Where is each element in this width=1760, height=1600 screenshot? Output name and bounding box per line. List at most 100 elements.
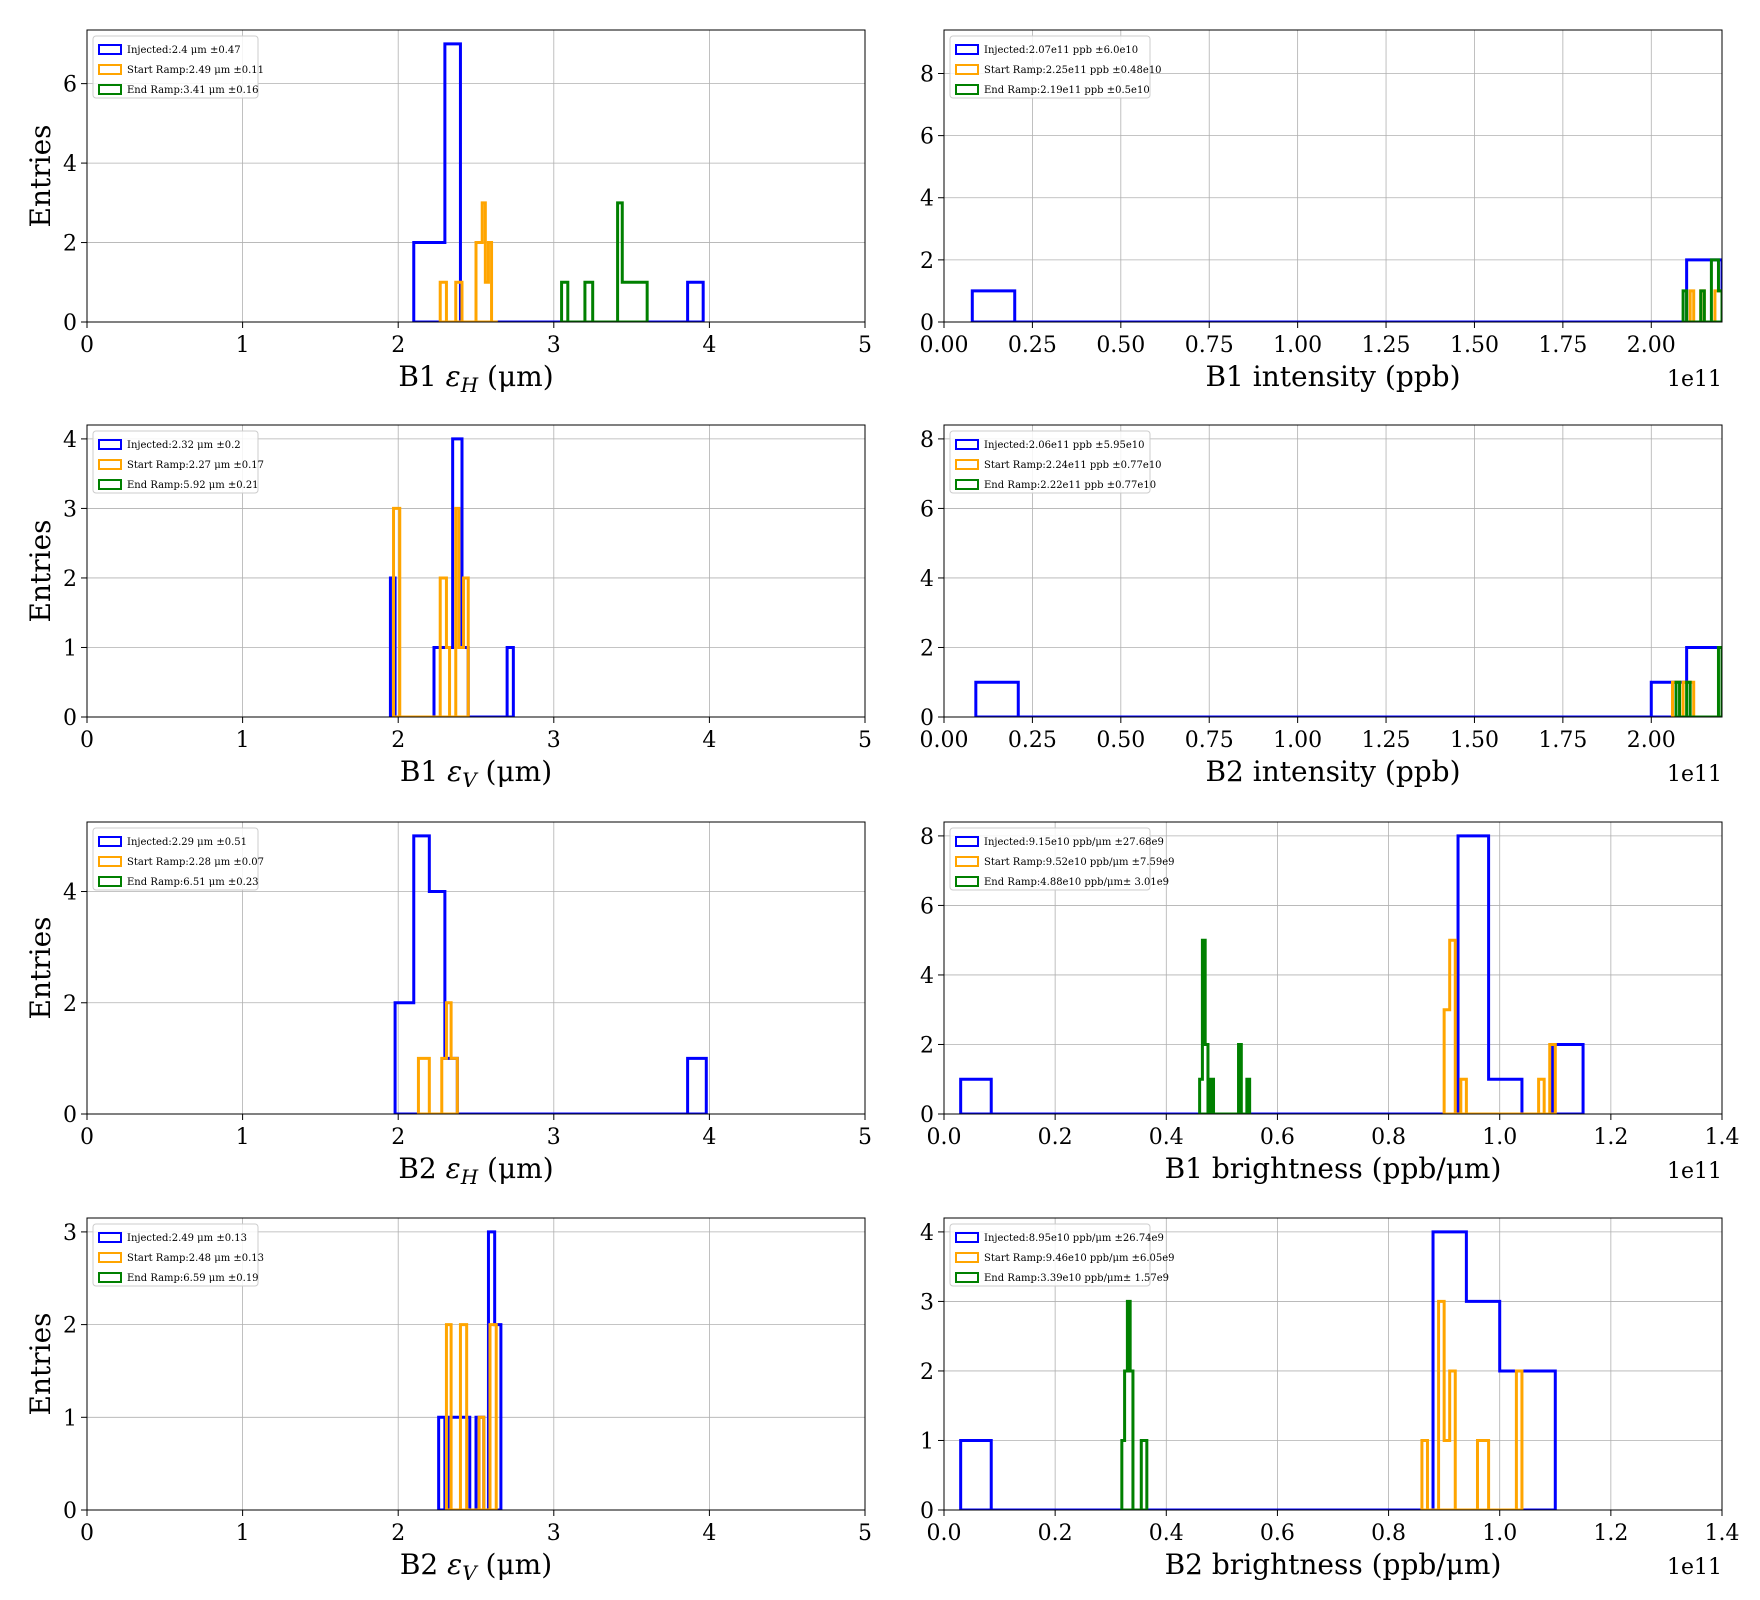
legend-frame [949,1223,1151,1287]
legend-label-start-ramp: Start Ramp:9.52e10 ppb/μm ±7.59e9 [984,857,1175,868]
x-tick-label: 0.75 [1185,333,1234,358]
histogram-step-start-ramp [1420,1299,1524,1510]
histogram-panel: 0.0 0.2 0.4 0.6 0.8 1.0 1.2 1.4 0 1 2 3 4 B2 brightne… [920,1217,1740,1581]
x-tick-label: 4 [702,1125,716,1150]
x-tick-label: 1.2 [1593,1125,1628,1150]
legend-swatch-end-ramp [98,479,122,490]
x-tick-label: 1.00 [1273,728,1322,753]
histogram-step-injected [974,645,1722,717]
y-tick-label: 8 [920,825,934,850]
x-tick-label: 2.00 [1627,728,1676,753]
x-tick-label: 1.50 [1450,333,1499,358]
x-tick-label: 0.2 [1038,1125,1073,1150]
legend-label-end-ramp: End Ramp:6.59 μm ±0.19 [127,1273,259,1284]
y-axis-label: Entries [24,519,57,622]
histogram-step-end-ramp [1120,1299,1149,1510]
histogram-bars [437,1230,503,1510]
x-tick-label: 1 [236,1125,250,1150]
legend-frame [949,430,1151,494]
legend-frame [92,35,259,99]
y-tick-label: 4 [920,187,934,212]
y-tick-label: 6 [920,497,934,522]
legend-swatch-injected [98,439,122,450]
histogram-panel: 0 1 2 3 4 5 0 2 4 6 B1 εH (μm) Entries Injected:2.4 … [24,29,872,397]
legend-label-start-ramp: Start Ramp:2.28 μm ±0.07 [127,857,264,868]
legend: Injected:2.32 μm ±0.2 Start Ramp:2.27 μm … [92,430,264,494]
legend-label-injected: Injected:2.06e11 ppb ±5.95e10 [984,440,1144,451]
y-tick-label: 1 [920,1429,934,1454]
x-tick-label: 0 [80,333,94,358]
legend-frame [92,827,259,891]
x-tick-label: 0.00 [920,728,969,753]
y-tick-label: 0 [63,311,77,336]
legend: Injected:2.29 μm ±0.51 Start Ramp:2.28 μm… [92,827,264,891]
legend-swatch-end-ramp [955,1272,979,1283]
legend-swatch-injected [955,439,979,450]
x-tick-label: 3 [547,728,561,753]
histogram-step-injected [959,834,1585,1114]
legend-swatch-start-ramp [955,64,979,75]
legend-swatch-end-ramp [98,84,122,95]
y-tick-label: 2 [920,1033,934,1058]
legend-frame [949,35,1151,99]
y-tick-label: 0 [63,706,77,731]
legend-label-end-ramp: End Ramp:3.39e10 ppb/μm± 1.57e9 [984,1273,1169,1284]
y-tick-label: 0 [920,1499,934,1524]
histogram-step-injected [959,1230,1557,1510]
axes-frame [86,29,866,323]
x-axis-label: B1 εH (μm) [398,360,553,397]
x-offset-text: 1e11 [1667,367,1722,392]
legend-label-injected: Injected:2.29 μm ±0.51 [127,837,247,848]
y-tick-label: 3 [63,497,77,522]
histogram-step-injected [388,437,515,717]
legend-label-injected: Injected:9.15e10 ppb/μm ±27.68e9 [984,837,1164,848]
histogram-bars [388,437,515,717]
x-tick-label: 1.00 [1273,333,1322,358]
y-tick-label: 6 [920,125,934,150]
y-tick-label: 1 [63,636,77,661]
legend-label-injected: Injected:2.07e11 ppb ±6.0e10 [984,45,1138,56]
legend-label-start-ramp: Start Ramp:9.46e10 ppb/μm ±6.05e9 [984,1253,1175,1264]
legend-label-injected: Injected:2.4 μm ±0.47 [127,45,241,56]
legend-swatch-start-ramp [98,856,122,867]
legend-label-end-ramp: End Ramp:5.92 μm ±0.21 [127,480,259,491]
histogram-bars [974,645,1722,717]
legend-swatch-end-ramp [955,876,979,887]
legend-label-end-ramp: End Ramp:2.22e11 ppb ±0.77e10 [984,480,1156,491]
legend-frame [949,827,1151,891]
y-axis-label: Entries [24,124,57,227]
x-tick-label: 1.0 [1482,1125,1517,1150]
legend-swatch-end-ramp [955,479,979,490]
histogram-bars [959,834,1585,1114]
x-tick-label: 4 [702,333,716,358]
x-tick-label: 5 [858,1521,872,1546]
histogram-step-start-ramp [392,506,470,717]
x-tick-label: 2.00 [1627,333,1676,358]
x-tick-label: 3 [547,1125,561,1150]
x-tick-label: 3 [547,1521,561,1546]
x-tick-label: 0.25 [1008,728,1057,753]
legend: Injected:9.15e10 ppb/μm ±27.68e9 Start Ra… [949,827,1175,891]
legend-label-start-ramp: Start Ramp:2.24e11 ppb ±0.77e10 [984,460,1162,471]
y-tick-label: 0 [920,311,934,336]
histogram-step-injected [437,1230,503,1510]
y-tick-label: 6 [63,73,77,98]
y-tick-label: 0 [63,1499,77,1524]
histogram-step-injected [970,258,1722,322]
legend: Injected:2.07e11 ppb ±6.0e10 Start Ramp:2… [949,35,1162,99]
x-tick-label: 1 [236,333,250,358]
y-tick-label: 3 [920,1290,934,1315]
histogram-step-start-ramp [1442,938,1557,1114]
x-tick-label: 2 [391,1125,405,1150]
y-tick-label: 2 [920,1360,934,1385]
y-tick-label: 4 [63,152,77,177]
x-tick-label: 0.4 [1149,1125,1184,1150]
legend-swatch-injected [955,836,979,847]
y-tick-label: 2 [63,1314,77,1339]
x-tick-label: 0.6 [1260,1125,1295,1150]
histogram-panel: 0.00 0.25 0.50 0.75 1.00 1.25 1.50 1.75 2.00 0 2 4 6… [920,29,1723,393]
legend-frame [92,1223,259,1287]
legend: Injected:2.4 μm ±0.47 Start Ramp:2.49 μm … [92,35,264,99]
axes-frame [943,29,1723,323]
